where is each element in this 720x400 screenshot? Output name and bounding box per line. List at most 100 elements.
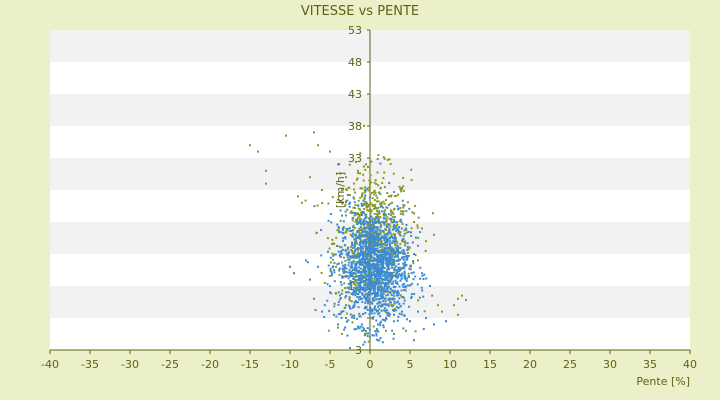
data-point bbox=[380, 309, 383, 312]
data-point bbox=[377, 258, 380, 261]
data-point bbox=[358, 276, 361, 279]
data-point bbox=[377, 228, 380, 231]
data-point bbox=[369, 232, 372, 235]
data-point bbox=[360, 194, 363, 197]
data-point bbox=[373, 257, 376, 260]
data-point bbox=[390, 278, 393, 281]
data-point bbox=[403, 299, 406, 302]
data-point bbox=[363, 208, 366, 211]
data-point bbox=[401, 199, 404, 202]
data-point bbox=[417, 259, 419, 262]
data-point bbox=[386, 278, 389, 281]
data-point bbox=[354, 220, 357, 223]
data-point bbox=[377, 200, 380, 203]
data-point bbox=[363, 287, 366, 290]
data-point bbox=[400, 187, 403, 190]
data-point bbox=[352, 246, 355, 249]
data-point bbox=[345, 189, 348, 192]
data-point bbox=[376, 236, 379, 239]
data-point bbox=[331, 238, 334, 241]
data-point bbox=[399, 234, 402, 237]
data-point bbox=[374, 252, 377, 255]
data-point bbox=[391, 266, 394, 269]
data-point bbox=[367, 274, 370, 277]
data-point bbox=[406, 251, 409, 254]
data-point bbox=[381, 280, 384, 283]
data-point bbox=[350, 229, 353, 232]
data-point bbox=[366, 282, 369, 285]
data-point bbox=[391, 228, 394, 231]
data-point bbox=[357, 248, 360, 251]
data-point bbox=[320, 254, 323, 257]
data-point bbox=[368, 223, 371, 226]
data-point bbox=[385, 259, 388, 262]
data-point bbox=[337, 291, 340, 294]
data-point bbox=[373, 253, 376, 256]
data-point bbox=[357, 169, 359, 172]
data-point bbox=[425, 317, 427, 319]
data-point bbox=[385, 284, 388, 287]
data-point bbox=[373, 312, 376, 315]
data-point bbox=[375, 210, 378, 213]
data-point bbox=[353, 244, 356, 247]
data-point bbox=[384, 319, 387, 322]
data-point bbox=[382, 274, 385, 277]
data-point bbox=[406, 201, 409, 204]
data-point bbox=[374, 229, 377, 232]
data-point bbox=[357, 260, 360, 263]
data-point bbox=[396, 281, 399, 284]
data-point bbox=[397, 226, 400, 229]
data-point bbox=[417, 310, 419, 313]
data-point bbox=[349, 233, 352, 236]
data-point bbox=[381, 245, 384, 248]
data-point bbox=[374, 218, 377, 221]
data-point bbox=[372, 264, 375, 267]
data-point bbox=[352, 256, 355, 259]
data-point bbox=[375, 253, 378, 256]
data-point bbox=[380, 245, 383, 248]
data-point bbox=[367, 281, 370, 284]
data-point bbox=[339, 172, 342, 175]
data-point bbox=[403, 274, 406, 277]
data-point bbox=[355, 269, 358, 272]
data-point bbox=[389, 225, 392, 228]
data-point bbox=[372, 233, 375, 236]
data-point bbox=[359, 241, 362, 244]
data-point bbox=[410, 227, 413, 230]
data-point bbox=[375, 334, 378, 337]
data-point bbox=[368, 292, 371, 295]
data-point bbox=[402, 235, 405, 238]
data-point bbox=[365, 278, 368, 281]
data-point bbox=[371, 227, 374, 230]
data-point bbox=[344, 203, 347, 206]
data-point bbox=[373, 270, 376, 273]
data-point bbox=[333, 302, 336, 305]
data-point bbox=[329, 150, 331, 153]
data-point bbox=[423, 310, 426, 313]
data-point bbox=[344, 266, 347, 269]
data-point bbox=[368, 204, 371, 207]
data-point bbox=[399, 218, 402, 221]
data-point bbox=[374, 281, 377, 284]
data-point bbox=[390, 220, 393, 223]
data-point bbox=[350, 300, 353, 303]
data-point bbox=[390, 256, 393, 259]
data-point bbox=[367, 294, 370, 297]
data-point bbox=[375, 226, 378, 229]
data-point bbox=[396, 259, 399, 262]
data-point bbox=[390, 234, 393, 237]
data-point bbox=[363, 290, 366, 293]
data-point bbox=[355, 268, 358, 271]
data-point bbox=[365, 204, 368, 207]
data-point bbox=[361, 329, 363, 332]
data-point bbox=[380, 287, 383, 290]
data-point bbox=[425, 277, 428, 280]
data-point bbox=[345, 295, 348, 298]
data-point bbox=[399, 231, 402, 234]
data-point bbox=[348, 163, 351, 166]
data-point bbox=[362, 253, 365, 256]
data-point bbox=[379, 187, 382, 190]
data-point bbox=[385, 214, 387, 217]
data-point bbox=[383, 290, 386, 293]
data-point bbox=[361, 228, 364, 231]
